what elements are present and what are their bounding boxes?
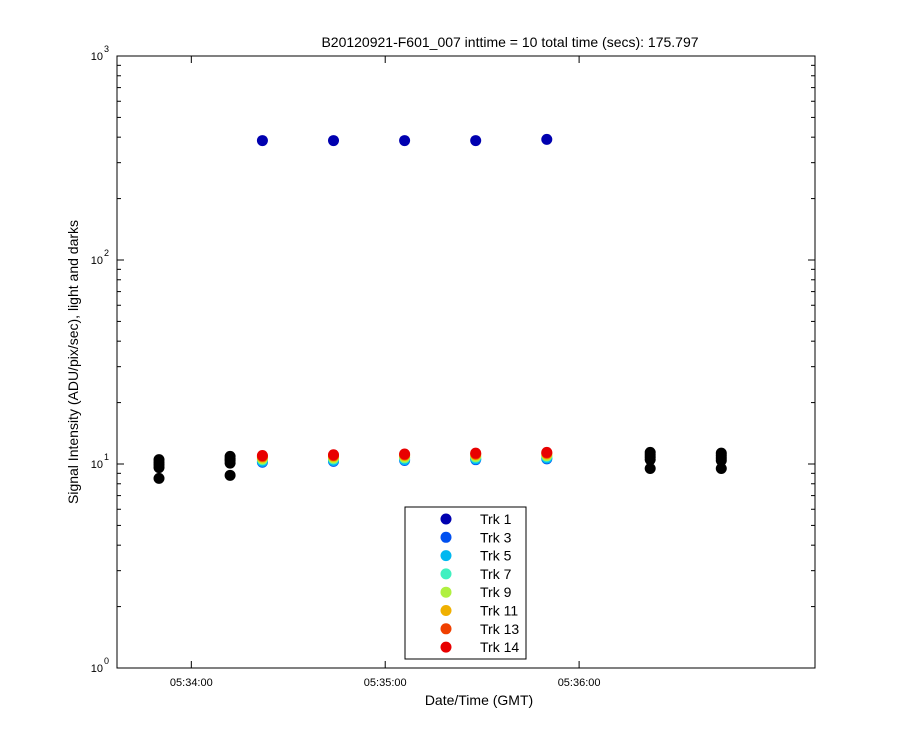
legend: Trk 1 Trk 3 Trk 5 Trk 7 Trk 9 Trk 11 Trk 13 Trk… <box>404 506 527 660</box>
legend-label: Trk 9 <box>480 584 512 600</box>
point-trk-14 <box>399 448 411 460</box>
chart-title: B20120921-F601_007 inttime = 10 total ti… <box>321 34 698 50</box>
x-tick-label: 05:36:00 <box>558 677 601 689</box>
dark-point <box>224 469 236 481</box>
x-axis-label: Date/Time (GMT) <box>425 692 533 708</box>
dark-point <box>644 463 656 475</box>
dark-point <box>715 447 727 459</box>
legend-marker <box>440 641 452 653</box>
y-tick-exponent: 0 <box>104 656 109 666</box>
dark-point <box>644 446 656 458</box>
legend-label: Trk 7 <box>480 566 512 582</box>
legend-marker <box>440 605 452 616</box>
y-tick-label: 10 <box>91 255 103 267</box>
point-trk-1 <box>399 135 411 147</box>
point-trk-1 <box>470 135 482 147</box>
legend-marker <box>440 550 452 562</box>
point-trk-14 <box>256 450 268 462</box>
y-tick-label: 10 <box>91 663 103 675</box>
y-tick-exponent: 3 <box>104 44 109 54</box>
y-tick-exponent: 2 <box>104 248 109 258</box>
legend-marker <box>440 513 452 525</box>
legend-marker <box>440 531 452 543</box>
point-trk-1 <box>328 135 340 147</box>
legend-label: Trk 1 <box>480 511 512 527</box>
point-trk-14 <box>470 447 482 459</box>
legend-label: Trk 5 <box>480 548 512 564</box>
plot-frame <box>116 55 816 669</box>
point-trk-14 <box>328 449 340 461</box>
point-trk-1 <box>256 135 268 147</box>
dark-point <box>224 450 236 462</box>
point-trk-1 <box>541 133 553 145</box>
dark-point <box>153 472 165 484</box>
dark-point <box>153 454 165 466</box>
legend-marker <box>440 586 452 598</box>
legend-box <box>404 506 527 660</box>
dark-point <box>715 463 727 475</box>
x-tick-label: 05:34:00 <box>170 677 213 689</box>
legend-marker <box>440 568 452 580</box>
data-points-layer <box>153 133 727 484</box>
y-tick-label: 10 <box>91 51 103 63</box>
legend-label: Trk 13 <box>480 621 519 637</box>
legend-label: Trk 14 <box>480 639 519 655</box>
legend-marker <box>440 623 452 635</box>
point-trk-14 <box>541 446 553 458</box>
y-tick-label: 10 <box>91 459 103 471</box>
legend-label: Trk 11 <box>480 603 518 619</box>
y-tick-exponent: 1 <box>104 452 109 462</box>
legend-label: Trk 3 <box>480 529 512 545</box>
y-axis-label: Signal Intensity (ADU/pix/sec), light an… <box>65 220 81 504</box>
x-tick-label: 05:35:00 <box>364 677 407 689</box>
